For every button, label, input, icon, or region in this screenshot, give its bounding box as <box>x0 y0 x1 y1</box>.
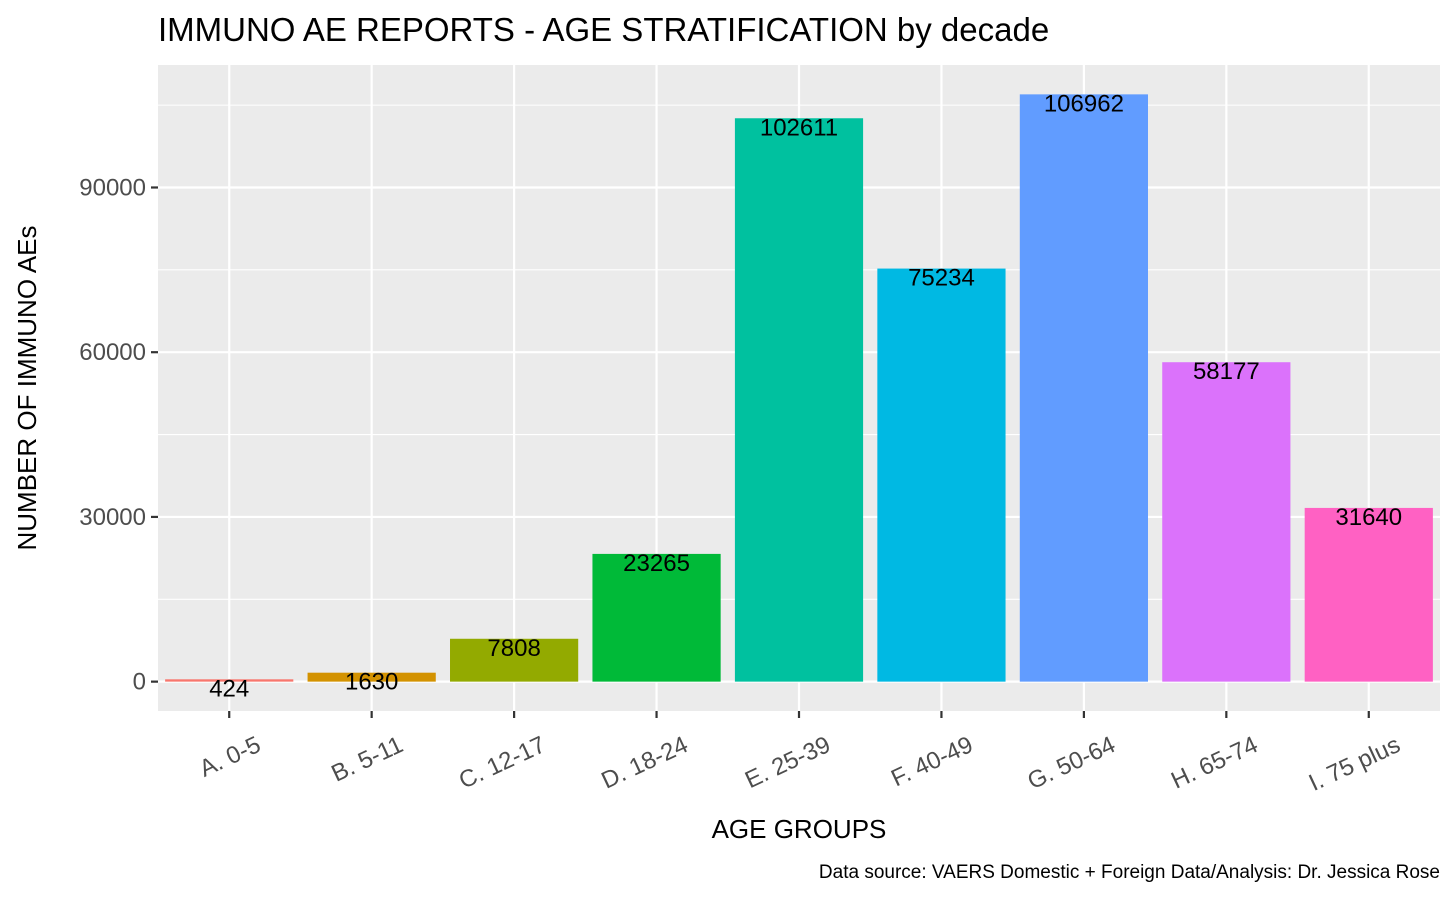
x-axis: A. 0-5 B. 5-11 C. 12-17 D. 18-24 E. 25-39 F. … <box>195 711 1404 797</box>
bar <box>307 672 436 682</box>
x-tick-label: H. 65-74 <box>1167 731 1262 794</box>
x-tick-label: C. 12-17 <box>455 731 550 794</box>
caption: Data source: VAERS Domestic + Foreign Da… <box>819 862 1440 883</box>
bar <box>165 679 294 682</box>
x-tick-label: E. 25-39 <box>741 731 835 794</box>
data-label: 23265 <box>623 550 690 577</box>
x-tick-label: D. 18-24 <box>597 731 692 794</box>
x-axis-title: AGE GROUPS <box>712 814 887 844</box>
data-label: 7808 <box>487 635 540 662</box>
bar <box>1162 362 1291 682</box>
y-tick-label: 90000 <box>79 174 146 201</box>
data-label: 102611 <box>760 114 838 141</box>
y-tick-label: 30000 <box>79 504 146 531</box>
x-tick-label: B. 5-11 <box>327 731 407 787</box>
bar <box>734 118 864 682</box>
y-axis-title: NUMBER OF IMMUNO AEs <box>12 225 42 550</box>
data-label: 1630 <box>345 669 398 696</box>
data-label: 424 <box>209 675 249 702</box>
y-tick-label: 0 <box>133 669 146 696</box>
y-axis: 0 30000 60000 90000 <box>79 174 158 696</box>
bars <box>165 94 1433 682</box>
data-labels: 424 1630 7808 23265 102611 75234 106962 58177 31… <box>209 90 1402 702</box>
bar <box>1019 94 1148 682</box>
x-tick-label: F. 40-49 <box>887 731 977 792</box>
bar <box>877 268 1006 682</box>
x-tick-label: G. 50-64 <box>1023 731 1119 795</box>
x-tick-label: I. 75 plus <box>1305 731 1405 797</box>
x-tick-label: A. 0-5 <box>195 731 264 783</box>
data-label: 58177 <box>1193 358 1260 385</box>
chart-title: IMMUNO AE REPORTS - AGE STRATIFICATION b… <box>158 11 1049 48</box>
y-tick-label: 60000 <box>79 339 146 366</box>
bar <box>592 553 721 682</box>
bar <box>450 638 579 682</box>
data-label: 75234 <box>908 265 975 292</box>
data-label: 106962 <box>1044 90 1124 117</box>
data-label: 31640 <box>1335 504 1402 531</box>
bar <box>1304 507 1433 682</box>
